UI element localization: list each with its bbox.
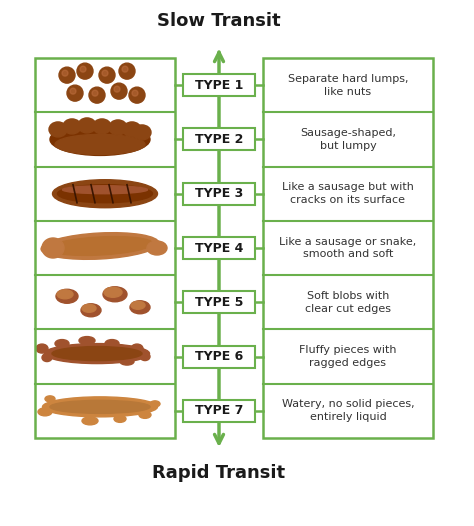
Ellipse shape — [49, 122, 67, 137]
Ellipse shape — [130, 301, 150, 314]
Ellipse shape — [53, 180, 157, 208]
Circle shape — [67, 85, 83, 101]
Circle shape — [119, 63, 135, 79]
Ellipse shape — [150, 401, 160, 407]
Circle shape — [89, 87, 105, 103]
Ellipse shape — [57, 290, 73, 299]
Text: Watery, no solid pieces,
entirely liquid: Watery, no solid pieces, entirely liquid — [282, 399, 414, 422]
Ellipse shape — [105, 340, 119, 348]
Circle shape — [122, 66, 128, 72]
Ellipse shape — [114, 416, 126, 422]
Ellipse shape — [47, 237, 153, 256]
Ellipse shape — [57, 185, 153, 203]
Ellipse shape — [140, 352, 150, 360]
Text: TYPE 5: TYPE 5 — [195, 296, 243, 309]
FancyBboxPatch shape — [183, 128, 255, 150]
Ellipse shape — [50, 124, 150, 155]
Ellipse shape — [104, 287, 122, 297]
Ellipse shape — [103, 287, 127, 302]
Ellipse shape — [36, 344, 48, 353]
Ellipse shape — [55, 135, 145, 155]
Ellipse shape — [56, 289, 78, 304]
Text: Like a sausage or snake,
smooth and soft: Like a sausage or snake, smooth and soft — [279, 237, 417, 259]
Text: TYPE 6: TYPE 6 — [195, 350, 243, 363]
Text: Soft blobs with
clear cut edges: Soft blobs with clear cut edges — [305, 291, 391, 313]
Text: TYPE 2: TYPE 2 — [195, 133, 243, 146]
Text: Rapid Transit: Rapid Transit — [153, 464, 285, 482]
Ellipse shape — [45, 343, 149, 363]
Text: Separate hard lumps,
like nuts: Separate hard lumps, like nuts — [288, 74, 408, 97]
FancyBboxPatch shape — [183, 346, 255, 368]
Ellipse shape — [42, 238, 64, 258]
Text: TYPE 7: TYPE 7 — [195, 404, 243, 417]
FancyBboxPatch shape — [183, 400, 255, 422]
Ellipse shape — [79, 337, 95, 345]
Ellipse shape — [41, 232, 159, 259]
Text: Slow Transit: Slow Transit — [157, 12, 281, 30]
Circle shape — [59, 67, 75, 83]
Ellipse shape — [81, 304, 101, 317]
Ellipse shape — [50, 400, 150, 413]
Text: Sausage-shaped,
but lumpy: Sausage-shaped, but lumpy — [300, 128, 396, 151]
Circle shape — [77, 63, 93, 79]
FancyBboxPatch shape — [183, 183, 255, 205]
Ellipse shape — [42, 353, 52, 361]
Text: TYPE 3: TYPE 3 — [195, 187, 243, 200]
Ellipse shape — [38, 408, 52, 416]
Ellipse shape — [109, 120, 127, 135]
FancyBboxPatch shape — [183, 291, 255, 313]
Circle shape — [62, 70, 68, 76]
Circle shape — [70, 88, 76, 94]
Ellipse shape — [63, 186, 147, 194]
Circle shape — [132, 90, 138, 96]
FancyBboxPatch shape — [183, 237, 255, 259]
Ellipse shape — [82, 304, 96, 312]
Ellipse shape — [43, 397, 157, 417]
Ellipse shape — [131, 344, 143, 353]
Circle shape — [99, 67, 115, 83]
Ellipse shape — [45, 396, 55, 402]
Text: TYPE 1: TYPE 1 — [195, 79, 243, 92]
Ellipse shape — [123, 122, 141, 137]
Ellipse shape — [55, 340, 69, 348]
Circle shape — [114, 86, 120, 92]
Circle shape — [92, 90, 98, 96]
Text: TYPE 4: TYPE 4 — [195, 241, 243, 255]
Circle shape — [80, 66, 86, 72]
Ellipse shape — [147, 241, 167, 255]
Ellipse shape — [52, 347, 142, 360]
Circle shape — [129, 87, 145, 103]
Ellipse shape — [63, 119, 81, 134]
Ellipse shape — [131, 301, 145, 309]
Circle shape — [102, 70, 108, 76]
FancyBboxPatch shape — [183, 74, 255, 96]
Ellipse shape — [139, 411, 151, 418]
Text: Fluffy pieces with
ragged edges: Fluffy pieces with ragged edges — [299, 345, 397, 368]
Ellipse shape — [93, 119, 111, 134]
Ellipse shape — [133, 125, 151, 140]
Ellipse shape — [78, 118, 96, 133]
Ellipse shape — [82, 417, 98, 425]
Circle shape — [111, 83, 127, 99]
Text: Like a sausage but with
cracks on its surface: Like a sausage but with cracks on its su… — [282, 183, 414, 205]
Ellipse shape — [120, 358, 134, 365]
